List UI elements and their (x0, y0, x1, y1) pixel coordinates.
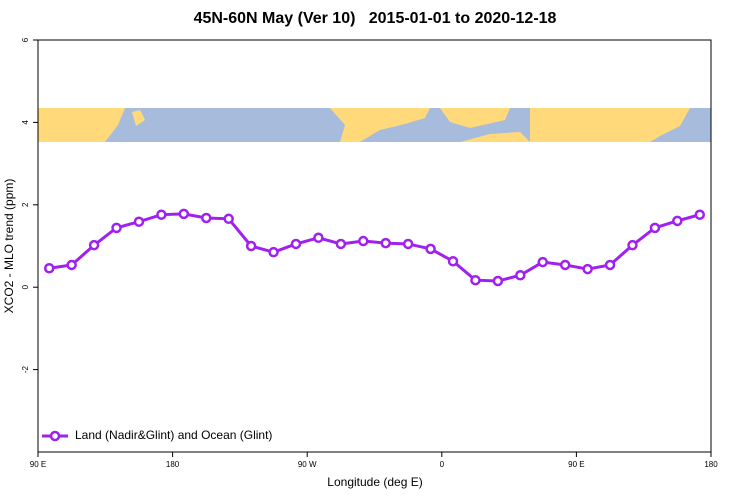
data-point (559, 259, 571, 271)
data-point (335, 238, 347, 250)
y-axis-label: XCO2 - MLO trend (ppm) (2, 179, 16, 314)
y-tick-label: -2 (21, 365, 30, 373)
data-point (66, 259, 77, 271)
data-point (178, 208, 190, 220)
plot-frame (37, 39, 712, 453)
data-point (604, 259, 616, 271)
data-point (245, 240, 257, 252)
x-tick-label: 90 W (298, 460, 317, 469)
data-point (582, 263, 593, 275)
y-tick-label: 0 (21, 284, 30, 289)
data-point (515, 270, 526, 281)
data-point (694, 209, 706, 220)
data-point (672, 215, 683, 227)
data-point (290, 238, 302, 250)
data-point (358, 235, 369, 247)
chart-title: 45N-60N May (Ver 10) 2015-01-01 to 2020-… (194, 10, 557, 27)
data-point (425, 243, 436, 255)
data-point (470, 274, 481, 286)
data-point (156, 209, 167, 220)
map-band (38, 108, 711, 142)
data-point (88, 239, 100, 251)
data-point (43, 262, 55, 274)
data-point (402, 238, 414, 250)
data-point (201, 212, 212, 224)
data-point (492, 275, 504, 287)
data-point (111, 222, 122, 234)
data-point (133, 216, 145, 227)
y-tick-label: 4 (21, 120, 30, 125)
y-tick-label: 2 (21, 202, 30, 207)
data-point (313, 232, 324, 244)
data-point (537, 256, 548, 268)
y-tick-label: 6 (21, 37, 30, 42)
data-line (48, 212, 701, 283)
data-point (268, 246, 279, 258)
data-point (380, 237, 391, 249)
data-point (447, 255, 459, 267)
data-point (649, 222, 661, 234)
x-tick-label: 180 (704, 460, 718, 469)
data-point (627, 239, 638, 251)
x-tick-label: 90 E (30, 460, 46, 469)
x-tick-label: 180 (166, 460, 180, 469)
legend-label: Land (Nadir&Glint) and Ocean (Glint) (75, 428, 272, 442)
legend-marker (49, 430, 61, 442)
x-axis-label: Longitude (deg E) (327, 475, 422, 489)
data-point (223, 213, 234, 225)
x-tick-label: 90 E (568, 460, 584, 469)
x-tick-label: 0 (440, 460, 445, 469)
